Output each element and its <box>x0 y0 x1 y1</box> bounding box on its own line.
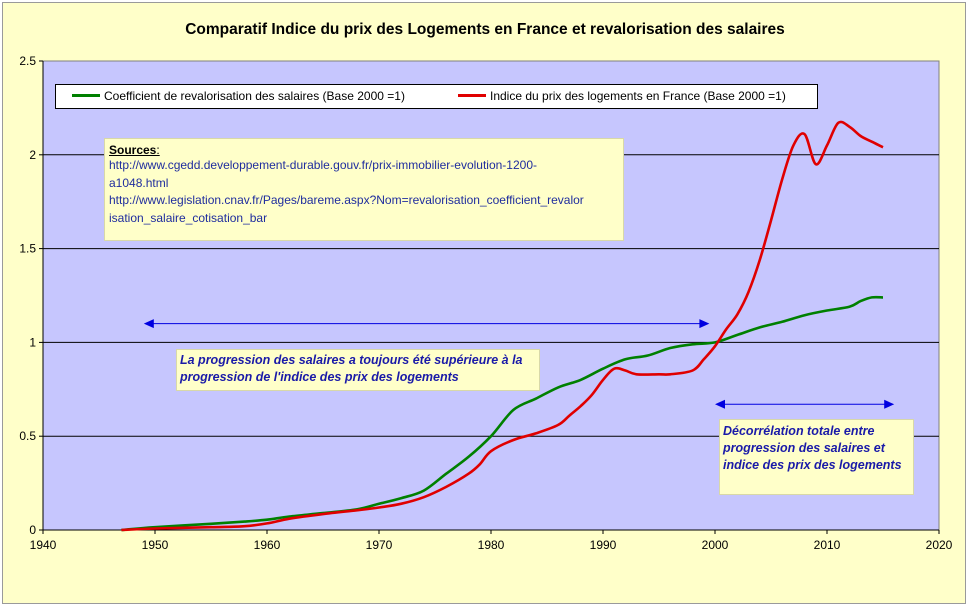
y-axis-ticks: 0 0.5 1 1.5 2 2.5 <box>19 54 44 537</box>
legend-swatch-logements <box>458 94 486 98</box>
y-tick-label: 1 <box>29 335 36 349</box>
x-tick-label: 2020 <box>926 538 953 552</box>
series-lines <box>121 120 884 532</box>
series-line-salaires <box>121 295 884 532</box>
legend-label-logements: Indice du prix des logements en France (… <box>490 89 786 103</box>
y-tick-label: 2 <box>29 148 36 162</box>
sources-box: Sources: http://www.cgedd.developpement-… <box>104 138 624 241</box>
x-axis-ticks: 1940 1950 1960 1970 1980 1990 2000 2010 2020 <box>30 529 953 552</box>
x-tick-label: 1970 <box>366 538 393 552</box>
y-tick-label: 2.5 <box>19 54 36 68</box>
legend-label-salaires: Coefficient de revalorisation des salair… <box>104 89 405 103</box>
y-tick-label: 0 <box>29 523 36 537</box>
series-line-logements <box>121 120 884 532</box>
double-arrow-1 <box>143 319 710 329</box>
x-tick-label: 2000 <box>702 538 729 552</box>
x-tick-label: 1960 <box>254 538 281 552</box>
annotation-salaires: La progression des salaires a toujours é… <box>176 349 540 391</box>
legend: Coefficient de revalorisation des salair… <box>55 84 818 109</box>
x-tick-label: 2010 <box>814 538 841 552</box>
chart-title: Comparatif Indice du prix des Logements … <box>185 21 785 38</box>
x-tick-label: 1950 <box>142 538 169 552</box>
legend-swatch-salaires <box>72 94 100 98</box>
annotation-arrows <box>143 319 895 409</box>
source-link-cgedd[interactable]: http://www.cgedd.developpement-durable.g… <box>109 158 537 190</box>
double-arrow-2 <box>715 399 895 409</box>
annotation-decorrelation: Décorrélation totale entre progression d… <box>719 419 914 495</box>
sources-heading: Sources: <box>109 143 160 157</box>
x-tick-label: 1990 <box>590 538 617 552</box>
legend-item-logements: Indice du prix des logements en France (… <box>458 89 786 103</box>
legend-item-salaires: Coefficient de revalorisation des salair… <box>72 89 405 103</box>
x-tick-label: 1980 <box>478 538 505 552</box>
y-tick-label: 0.5 <box>19 429 36 443</box>
source-link-cnav[interactable]: http://www.legislation.cnav.fr/Pages/bar… <box>109 193 584 225</box>
x-tick-label: 1940 <box>30 538 57 552</box>
y-tick-label: 1.5 <box>19 242 36 256</box>
